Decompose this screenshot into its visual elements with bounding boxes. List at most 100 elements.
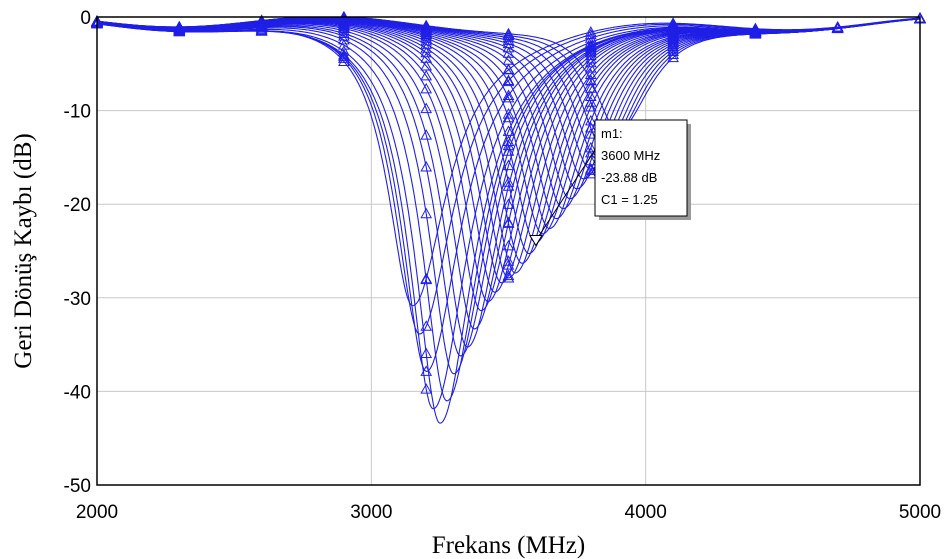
triangle-marker bbox=[502, 180, 515, 191]
triangle-marker bbox=[502, 269, 515, 281]
x-tick-labels: 2000 3000 4000 5000 bbox=[76, 502, 941, 523]
series-curve bbox=[96, 18, 921, 372]
triangle-marker bbox=[502, 54, 515, 65]
triangle-marker bbox=[584, 90, 597, 102]
triangle-marker bbox=[502, 63, 515, 74]
triangle-marker bbox=[338, 52, 350, 63]
curve-family bbox=[96, 16, 921, 424]
triangle-marker bbox=[502, 89, 515, 100]
triangle-marker bbox=[831, 22, 844, 33]
x-tick-label: 4000 bbox=[625, 502, 667, 523]
y-tick-labels: 0 -10 -20 -30 -40 -50 bbox=[64, 8, 91, 497]
series-curve bbox=[96, 18, 921, 375]
triangle-marker bbox=[584, 45, 597, 56]
x-tick-label: 3000 bbox=[350, 502, 392, 523]
triangle-marker bbox=[338, 39, 350, 50]
triangle-marker bbox=[338, 30, 350, 41]
triangle-marker bbox=[502, 271, 515, 283]
triangle-marker bbox=[420, 38, 433, 49]
triangle-marker bbox=[338, 48, 350, 60]
triangle-marker bbox=[502, 29, 515, 41]
triangle-marker bbox=[584, 62, 597, 73]
triangle-marker bbox=[502, 47, 515, 58]
triangle-marker bbox=[502, 198, 515, 209]
triangle-marker bbox=[584, 164, 597, 175]
triangle-marker bbox=[338, 45, 350, 56]
triangle-marker bbox=[502, 159, 515, 171]
triangle-marker bbox=[502, 91, 515, 103]
series-curve bbox=[96, 18, 921, 230]
triangle-marker bbox=[584, 141, 597, 153]
triangle-marker bbox=[502, 239, 515, 251]
triangle-marker bbox=[173, 20, 186, 32]
triangle-marker bbox=[420, 160, 433, 172]
marker-box bbox=[594, 119, 688, 217]
triangle-marker bbox=[420, 82, 433, 94]
triangle-marker bbox=[502, 75, 515, 87]
triangle-marker bbox=[667, 40, 679, 52]
triangle-marker bbox=[667, 45, 679, 57]
triangle-marker bbox=[338, 24, 350, 36]
plot-frame bbox=[96, 16, 921, 486]
triangle-marker bbox=[667, 51, 679, 63]
triangle-marker bbox=[502, 27, 515, 39]
triangle-marker bbox=[420, 207, 433, 219]
triangle-marker bbox=[420, 320, 433, 331]
y-tick-label: -50 bbox=[64, 476, 91, 497]
triangle-marker bbox=[255, 14, 268, 25]
triangle-marker bbox=[584, 128, 597, 139]
marker-m1-triangle bbox=[529, 235, 543, 247]
marker-frequency: 3600 MHz bbox=[601, 148, 660, 163]
triangle-marker bbox=[502, 259, 515, 270]
triangle-marker bbox=[502, 37, 515, 49]
y-tick-label: 0 bbox=[80, 8, 91, 29]
triangle-marker bbox=[338, 50, 350, 62]
triangle-marker bbox=[502, 111, 515, 123]
triangle-marker bbox=[420, 59, 433, 71]
triangle-marker bbox=[420, 69, 433, 81]
triangle-marker bbox=[584, 68, 597, 79]
triangle-marker bbox=[502, 31, 515, 43]
triangle-marker bbox=[584, 163, 597, 174]
y-tick-label: -10 bbox=[64, 102, 91, 123]
y-tick-label: -30 bbox=[64, 289, 91, 310]
marker-m1-annotation: m1: 3600 MHz -23.88 dB C1 = 1.25 bbox=[529, 119, 691, 247]
triangle-marker bbox=[584, 114, 597, 126]
triangle-marker bbox=[502, 255, 515, 266]
x-tick-label: 5000 bbox=[899, 502, 941, 523]
triangle-marker bbox=[667, 48, 679, 59]
marker-value: -23.88 dB bbox=[601, 170, 657, 185]
triangle-markers bbox=[91, 10, 926, 394]
y-tick-label: -40 bbox=[64, 382, 91, 403]
triangle-marker bbox=[584, 26, 597, 37]
triangle-marker bbox=[420, 365, 433, 376]
marker-name: m1: bbox=[601, 126, 623, 141]
x-tick-label: 2000 bbox=[76, 502, 118, 523]
triangle-marker bbox=[502, 74, 515, 85]
triangle-marker bbox=[420, 347, 433, 359]
triangle-marker bbox=[584, 46, 597, 58]
triangle-marker bbox=[420, 102, 433, 114]
triangle-marker bbox=[584, 56, 597, 68]
triangle-marker bbox=[420, 129, 433, 140]
triangle-marker bbox=[420, 273, 433, 285]
y-axis-label: Geri Dönüş Kaybı (dB) bbox=[10, 133, 37, 368]
triangle-marker bbox=[420, 52, 433, 63]
triangle-marker bbox=[420, 32, 433, 43]
x-axis-label: Frekans (MHz) bbox=[432, 532, 585, 559]
triangle-marker bbox=[584, 74, 597, 85]
series-curve bbox=[96, 16, 921, 131]
triangle-marker bbox=[502, 125, 515, 136]
triangle-marker bbox=[667, 34, 679, 46]
marker-leader-line bbox=[535, 149, 596, 241]
triangle-marker bbox=[584, 28, 597, 40]
triangle-marker bbox=[502, 139, 515, 151]
grid bbox=[96, 16, 921, 486]
triangle-marker bbox=[502, 108, 515, 119]
series-curve bbox=[96, 16, 921, 151]
triangle-marker bbox=[584, 121, 597, 133]
triangle-marker bbox=[584, 96, 597, 107]
marker-parameter: C1 = 1.25 bbox=[601, 192, 658, 207]
triangle-marker bbox=[420, 383, 433, 394]
